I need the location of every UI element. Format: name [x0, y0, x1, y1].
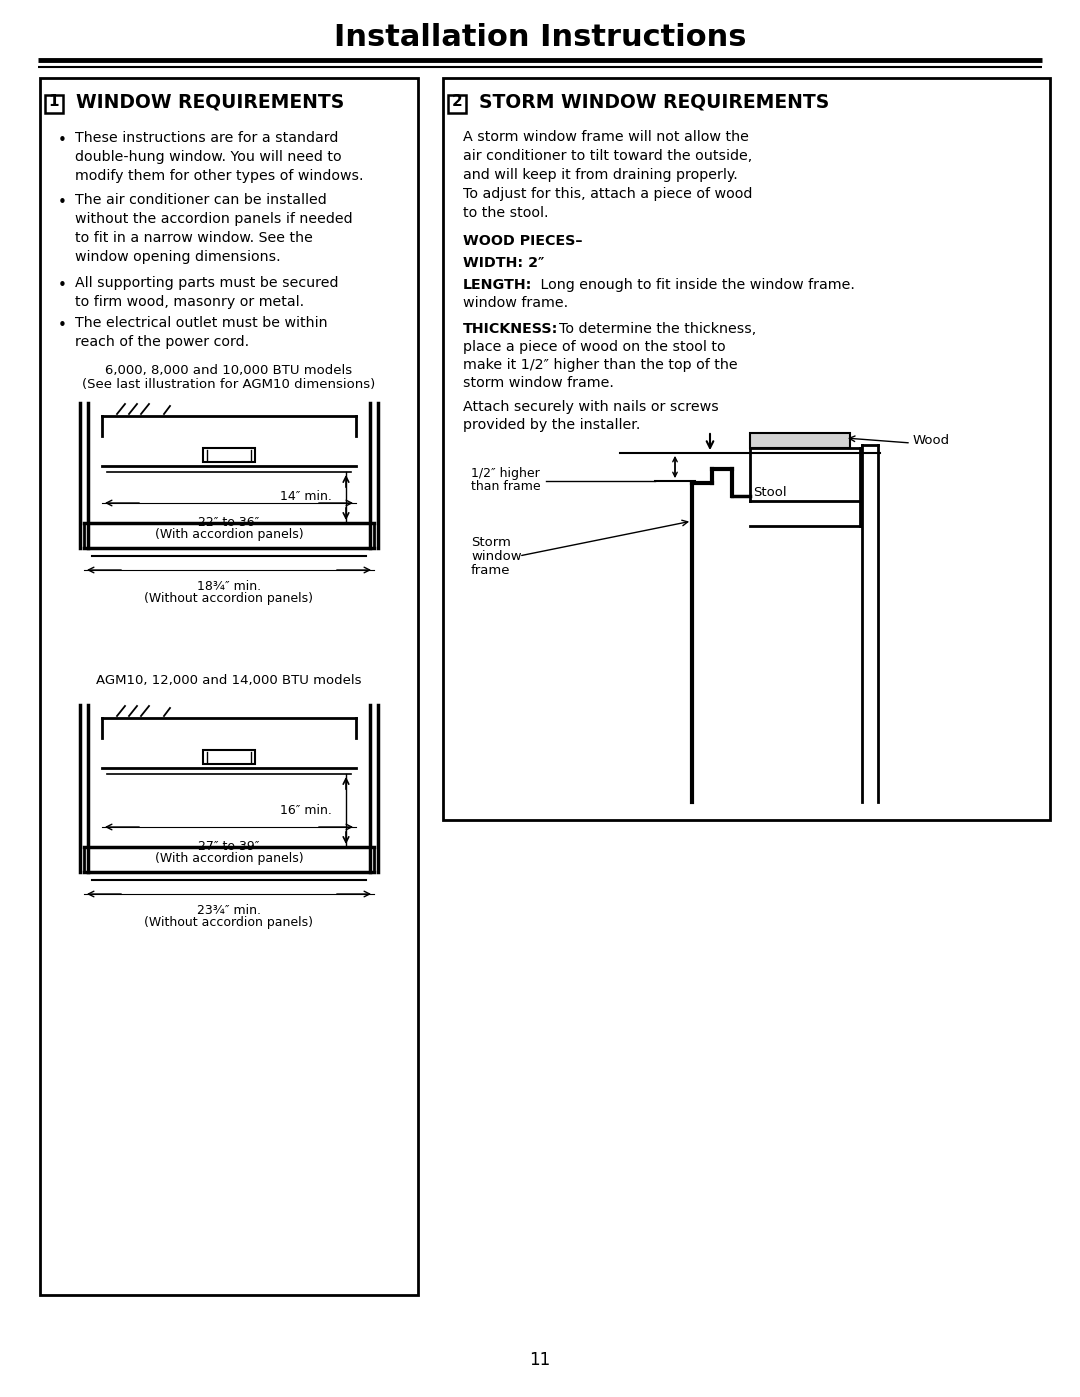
Text: These instructions are for a standard
double-hung window. You will need to
modif: These instructions are for a standard do… — [75, 131, 364, 183]
Text: •: • — [57, 133, 67, 148]
Text: •: • — [57, 196, 67, 210]
Text: window: window — [471, 550, 522, 563]
Bar — [45, 95, 63, 113]
Text: (Without accordion panels): (Without accordion panels) — [145, 592, 313, 605]
Text: 27″ to 39″: 27″ to 39″ — [199, 840, 259, 854]
Text: make it 1/2″ higher than the top of the: make it 1/2″ higher than the top of the — [463, 358, 738, 372]
Text: WINDOW REQUIREMENTS: WINDOW REQUIREMENTS — [76, 92, 345, 112]
Text: STORM WINDOW REQUIREMENTS: STORM WINDOW REQUIREMENTS — [480, 92, 829, 112]
Text: Installation Instructions: Installation Instructions — [334, 24, 746, 53]
Text: LENGTH:: LENGTH: — [463, 278, 532, 292]
Text: than frame: than frame — [471, 479, 541, 493]
Text: 2: 2 — [451, 95, 462, 109]
Text: All supporting parts must be secured
to firm wood, masonry or metal.: All supporting parts must be secured to … — [75, 277, 338, 309]
Text: 18¾″ min.: 18¾″ min. — [197, 580, 261, 592]
Text: Storm: Storm — [471, 536, 511, 549]
Text: Long enough to fit inside the window frame.: Long enough to fit inside the window fra… — [536, 278, 855, 292]
Text: A storm window frame will not allow the
air conditioner to tilt toward the outsi: A storm window frame will not allow the … — [463, 130, 753, 219]
Bar — [203, 750, 255, 764]
Bar — [203, 448, 255, 462]
Text: provided by the installer.: provided by the installer. — [463, 418, 640, 432]
Text: The air conditioner can be installed
without the accordion panels if needed
to f: The air conditioner can be installed wit… — [75, 193, 353, 264]
Text: window frame.: window frame. — [463, 296, 568, 310]
Text: Wood: Wood — [913, 433, 950, 447]
Text: To determine the thickness,: To determine the thickness, — [559, 321, 756, 337]
Text: THICKNESS:: THICKNESS: — [463, 321, 558, 337]
Text: 1/2″ higher: 1/2″ higher — [471, 467, 540, 479]
Text: 16″ min.: 16″ min. — [280, 803, 332, 816]
Text: Stool: Stool — [753, 486, 786, 500]
Bar — [40, 78, 418, 1295]
Text: 22″ to 36″: 22″ to 36″ — [199, 515, 259, 529]
Text: (Without accordion panels): (Without accordion panels) — [145, 916, 313, 929]
Text: 23¾″ min.: 23¾″ min. — [197, 904, 261, 916]
Text: AGM10, 12,000 and 14,000 BTU models: AGM10, 12,000 and 14,000 BTU models — [96, 673, 362, 687]
Text: WOOD PIECES–: WOOD PIECES– — [463, 235, 582, 249]
Text: The electrical outlet must be within
reach of the power cord.: The electrical outlet must be within rea… — [75, 316, 327, 349]
Text: place a piece of wood on the stool to: place a piece of wood on the stool to — [463, 339, 726, 353]
Text: 14″ min.: 14″ min. — [280, 490, 332, 503]
Text: WIDTH: 2″: WIDTH: 2″ — [463, 256, 544, 270]
Bar — [448, 95, 465, 113]
Bar — [443, 78, 1050, 820]
Text: storm window frame.: storm window frame. — [463, 376, 613, 390]
Text: •: • — [57, 278, 67, 293]
Text: •: • — [57, 319, 67, 332]
Text: 11: 11 — [529, 1351, 551, 1369]
Text: (With accordion panels): (With accordion panels) — [154, 852, 303, 865]
Text: frame: frame — [471, 564, 511, 577]
Text: Attach securely with nails or screws: Attach securely with nails or screws — [463, 400, 719, 414]
Bar — [750, 433, 850, 448]
Text: 6,000, 8,000 and 10,000 BTU models: 6,000, 8,000 and 10,000 BTU models — [106, 365, 352, 377]
Text: (With accordion panels): (With accordion panels) — [154, 528, 303, 541]
Text: 1: 1 — [49, 95, 59, 109]
Text: (See last illustration for AGM10 dimensions): (See last illustration for AGM10 dimensi… — [82, 379, 376, 391]
